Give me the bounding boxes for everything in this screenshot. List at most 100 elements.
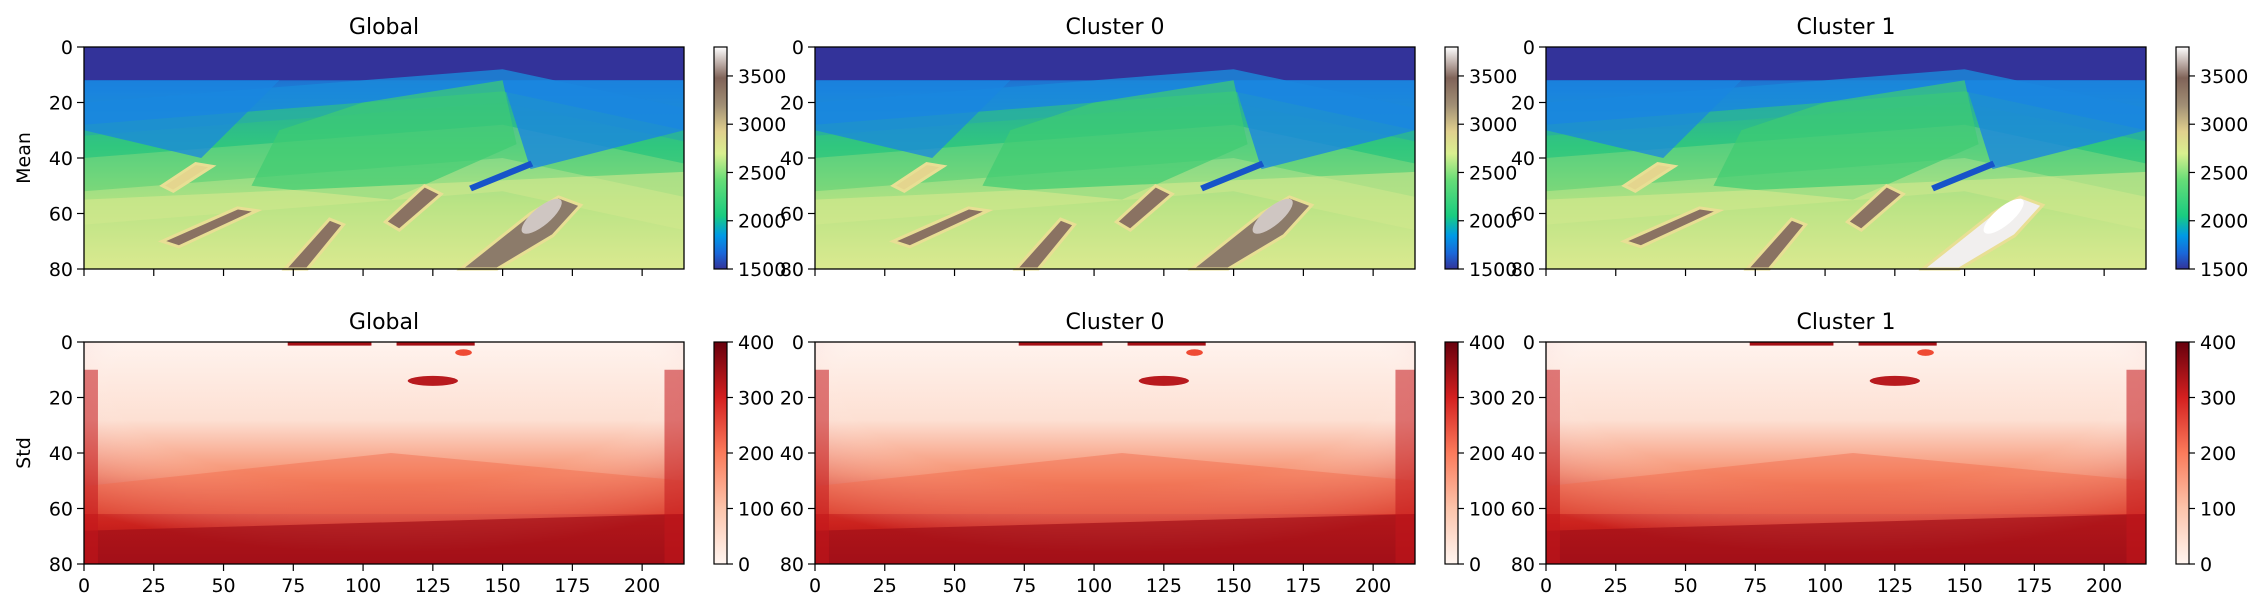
- y-tick-label: 60: [780, 204, 804, 226]
- colorbar: [1444, 46, 1459, 270]
- x-tick-label: 75: [281, 575, 305, 597]
- colorbar: [1444, 341, 1459, 565]
- std-hotspot: [1138, 375, 1189, 386]
- colorbar-tick-label: 2000: [1469, 211, 1517, 233]
- colorbar-tick-label: 3000: [2200, 114, 2248, 136]
- colorbar-tick-label: 400: [2200, 332, 2236, 354]
- std-hotspot: [455, 349, 472, 356]
- colorbar: [713, 46, 728, 270]
- std-band: [815, 453, 1415, 515]
- y-tick-label: 80: [49, 554, 73, 576]
- y-tick-label: 40: [1511, 148, 1535, 170]
- water-layer: [84, 47, 684, 81]
- low-velocity-streak: [1931, 160, 1996, 192]
- panel-title: Global: [349, 310, 419, 335]
- colorbar-tick-label: 3500: [738, 66, 786, 88]
- std-hotspot: [1917, 349, 1934, 356]
- colorbar-tick-label: 200: [2200, 443, 2236, 465]
- colorbar-tick-label: 300: [738, 388, 774, 410]
- x-tick-label: 150: [1946, 575, 1982, 597]
- high-velocity-body: [1844, 183, 1906, 232]
- std-hotspot: [396, 342, 475, 346]
- y-tick-label: 0: [1523, 332, 1535, 354]
- panel-title: Cluster 0: [1065, 310, 1164, 335]
- colorbar: [713, 341, 728, 565]
- colorbar-tick-label: 0: [1469, 554, 1481, 576]
- y-tick-label: 60: [780, 499, 804, 521]
- colorbar-tick-label: 400: [738, 332, 774, 354]
- x-tick-label: 125: [1877, 575, 1913, 597]
- colorbar-tick-label: 2500: [1469, 162, 1517, 184]
- low-velocity-zone: [1964, 80, 2146, 170]
- std-hotspot: [1858, 342, 1937, 346]
- y-tick-label: 40: [780, 443, 804, 465]
- colorbar-tick-label: 1500: [738, 259, 786, 281]
- fault-block: [1713, 80, 1979, 200]
- y-tick-label: 0: [792, 37, 804, 59]
- panel-mean-2: 0 20 40 60 80 Cluster 1 1500 2000 2500 3000 3500: [1511, 15, 2249, 281]
- std-hotspot: [1127, 342, 1206, 346]
- x-tick-label: 100: [345, 575, 381, 597]
- y-tick-label: 80: [49, 259, 73, 281]
- std-hotspot: [1018, 342, 1103, 346]
- y-tick-label: 20: [49, 388, 73, 410]
- colorbar-tick-label: 400: [1469, 332, 1505, 354]
- colorbar-tick-label: 2000: [738, 211, 786, 233]
- y-tick-label: 60: [49, 499, 73, 521]
- y-tick-label: 0: [1523, 37, 1535, 59]
- std-edge: [84, 369, 98, 564]
- x-tick-label: 125: [1146, 575, 1182, 597]
- std-band: [84, 453, 684, 515]
- high-velocity-body: [1113, 183, 1175, 232]
- low-velocity-zone: [502, 80, 684, 170]
- colorbar-tick-label: 300: [1469, 388, 1505, 410]
- x-tick-label: 0: [809, 575, 821, 597]
- y-tick-label: 80: [780, 259, 804, 281]
- low-velocity-zone: [1233, 80, 1415, 170]
- y-tick-label: 20: [1511, 93, 1535, 115]
- x-tick-label: 200: [2086, 575, 2122, 597]
- low-velocity-zone: [815, 80, 1011, 158]
- std-edge: [1395, 369, 1415, 564]
- x-tick-label: 0: [78, 575, 90, 597]
- high-velocity-body: [382, 183, 444, 232]
- panel-mean-0: 0 20 40 60 80 Global 1500 2000 2500 3000 3500 Mean: [13, 15, 786, 281]
- colorbar-tick-label: 2500: [2200, 162, 2248, 184]
- y-tick-label: 40: [49, 443, 73, 465]
- high-velocity-core: [1252, 198, 1293, 234]
- y-tick-label: 80: [1511, 554, 1535, 576]
- x-tick-label: 175: [1285, 575, 1321, 597]
- colorbar-tick-label: 100: [738, 499, 774, 521]
- std-hotspot: [1749, 342, 1834, 346]
- x-tick-label: 50: [1673, 575, 1697, 597]
- std-hotspot: [287, 342, 372, 346]
- x-tick-label: 0: [1540, 575, 1552, 597]
- colorbar-tick-label: 2000: [2200, 211, 2248, 233]
- low-velocity-streak: [469, 160, 534, 192]
- y-tick-label: 20: [780, 93, 804, 115]
- x-tick-label: 175: [2016, 575, 2052, 597]
- high-velocity-core: [521, 198, 562, 234]
- y-tick-label: 80: [1511, 259, 1535, 281]
- std-band: [84, 514, 684, 564]
- high-velocity-body: [159, 161, 217, 194]
- std-band: [1546, 514, 2146, 564]
- colorbar-tick-label: 0: [2200, 554, 2212, 576]
- x-tick-label: 100: [1807, 575, 1843, 597]
- high-velocity-body: [890, 161, 948, 194]
- std-edge: [664, 369, 684, 564]
- y-tick-label: 60: [1511, 204, 1535, 226]
- panel-title: Cluster 1: [1796, 15, 1895, 40]
- x-tick-label: 75: [1743, 575, 1767, 597]
- colorbar-tick-label: 3000: [1469, 114, 1517, 136]
- x-tick-label: 150: [1215, 575, 1251, 597]
- colorbar-tick-label: 2500: [738, 162, 786, 184]
- y-tick-label: 20: [49, 93, 73, 115]
- x-tick-label: 200: [624, 575, 660, 597]
- water-layer: [1546, 47, 2146, 81]
- y-tick-label: 0: [792, 332, 804, 354]
- colorbar-tick-label: 1500: [1469, 259, 1517, 281]
- std-hotspot: [407, 375, 458, 386]
